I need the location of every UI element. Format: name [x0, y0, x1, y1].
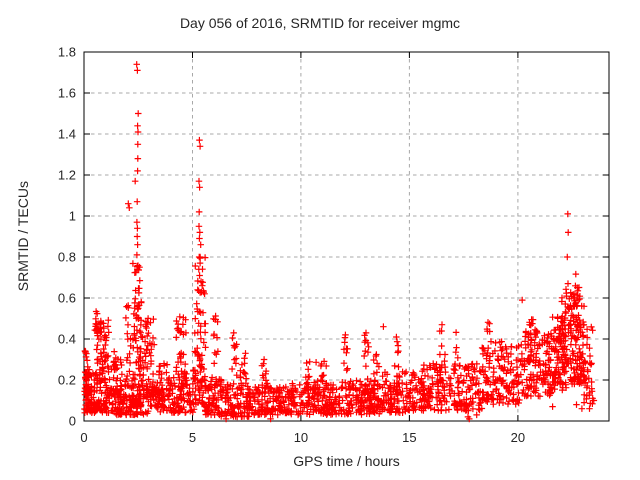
x-tick-label: 0	[80, 430, 87, 445]
x-tick-label: 10	[294, 430, 308, 445]
x-tick-label: 5	[189, 430, 196, 445]
y-tick-label: 0.6	[58, 291, 76, 306]
y-tick-label: 0	[69, 414, 76, 429]
plot-border	[83, 51, 610, 422]
y-tick-label: 1	[69, 209, 76, 224]
y-tick-label: 1.6	[58, 86, 76, 101]
gridlines	[84, 52, 609, 421]
axis-ticks	[83, 51, 609, 422]
x-axis-label: GPS time / hours	[293, 453, 400, 469]
data-points	[81, 61, 598, 423]
y-tick-label: 1.2	[58, 168, 76, 183]
chart-title: Day 056 of 2016, SRMTID for receiver mgm…	[179, 15, 461, 31]
y-tick-label: 1.8	[58, 45, 76, 60]
x-tick-label: 15	[402, 430, 416, 445]
y-tick-label: 0.2	[58, 373, 76, 388]
y-tick-label: 1.4	[58, 127, 76, 142]
y-tick-label: 0.8	[58, 250, 76, 265]
y-tick-label: 0.4	[58, 332, 76, 347]
x-tick-label: 20	[511, 430, 525, 445]
